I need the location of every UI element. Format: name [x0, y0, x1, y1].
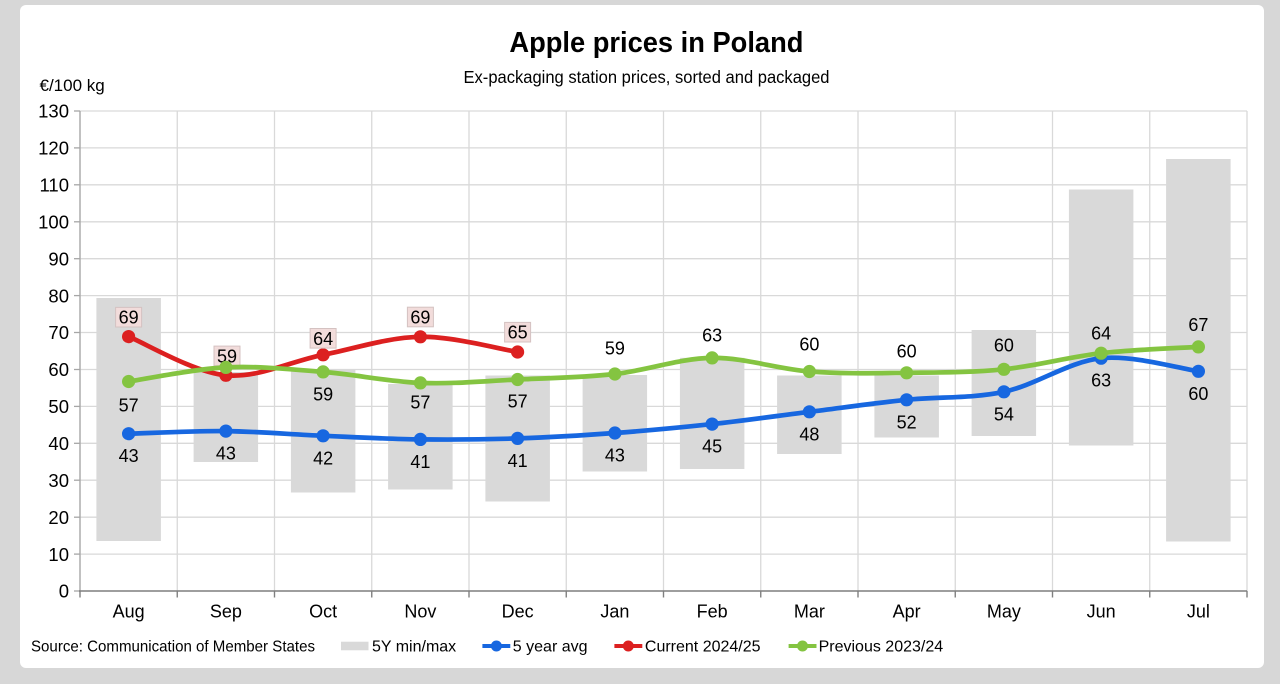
svg-text:64: 64 [1091, 324, 1111, 344]
svg-text:80: 80 [48, 285, 69, 306]
svg-text:43: 43 [605, 446, 625, 466]
svg-text:110: 110 [40, 175, 70, 196]
svg-text:Oct: Oct [309, 602, 337, 622]
svg-text:67: 67 [1188, 315, 1208, 335]
svg-text:40: 40 [48, 433, 69, 454]
svg-text:Jun: Jun [1087, 602, 1116, 622]
svg-text:Previous 2023/24: Previous 2023/24 [819, 639, 944, 656]
svg-text:50: 50 [48, 396, 69, 417]
svg-text:41: 41 [410, 452, 430, 472]
svg-text:0: 0 [59, 581, 69, 602]
svg-text:41: 41 [508, 451, 528, 471]
svg-text:70: 70 [48, 322, 69, 343]
svg-text:69: 69 [410, 308, 430, 328]
svg-text:57: 57 [410, 393, 430, 413]
svg-text:57: 57 [508, 392, 528, 412]
svg-text:63: 63 [1091, 371, 1111, 391]
svg-text:60: 60 [1188, 384, 1208, 404]
svg-text:Sep: Sep [210, 602, 242, 622]
svg-text:May: May [987, 602, 1021, 622]
svg-text:54: 54 [994, 404, 1014, 424]
svg-text:130: 130 [38, 101, 69, 122]
svg-text:52: 52 [897, 412, 917, 432]
svg-text:60: 60 [994, 336, 1014, 356]
svg-text:69: 69 [119, 308, 139, 328]
svg-text:59: 59 [217, 346, 237, 366]
svg-text:Mar: Mar [794, 602, 825, 622]
svg-text:5 year avg: 5 year avg [513, 639, 588, 656]
svg-text:10: 10 [48, 544, 69, 565]
svg-text:60: 60 [799, 335, 819, 355]
svg-text:60: 60 [48, 359, 69, 380]
svg-text:45: 45 [702, 437, 722, 457]
svg-text:43: 43 [216, 444, 236, 464]
svg-text:64: 64 [313, 329, 333, 349]
svg-text:100: 100 [38, 212, 69, 233]
svg-text:20: 20 [48, 507, 69, 528]
svg-text:Apr: Apr [893, 602, 921, 622]
svg-text:Aug: Aug [113, 602, 145, 622]
svg-text:Apple prices in Poland: Apple prices in Poland [509, 27, 803, 59]
svg-text:Nov: Nov [404, 602, 436, 622]
svg-text:65: 65 [508, 323, 528, 343]
svg-text:63: 63 [702, 326, 722, 346]
svg-text:Current 2024/25: Current 2024/25 [645, 639, 761, 656]
svg-text:€/100 kg: €/100 kg [40, 76, 105, 95]
svg-text:Source: Communication of Membe: Source: Communication of Member States [31, 639, 315, 656]
svg-text:30: 30 [48, 470, 69, 491]
svg-text:42: 42 [313, 448, 333, 468]
svg-text:Dec: Dec [502, 602, 534, 622]
svg-text:Jan: Jan [600, 602, 629, 622]
svg-text:43: 43 [119, 446, 139, 466]
svg-text:57: 57 [119, 396, 139, 416]
svg-text:Feb: Feb [697, 602, 728, 622]
svg-text:48: 48 [799, 424, 819, 444]
svg-text:5Y min/max: 5Y min/max [372, 639, 456, 656]
svg-text:Jul: Jul [1187, 602, 1210, 622]
svg-text:90: 90 [48, 248, 69, 269]
svg-text:59: 59 [605, 339, 625, 359]
svg-text:60: 60 [897, 342, 917, 362]
svg-text:120: 120 [38, 138, 69, 159]
svg-text:59: 59 [313, 385, 333, 405]
svg-text:Ex-packaging station prices, s: Ex-packaging station prices, sorted and … [464, 67, 830, 87]
